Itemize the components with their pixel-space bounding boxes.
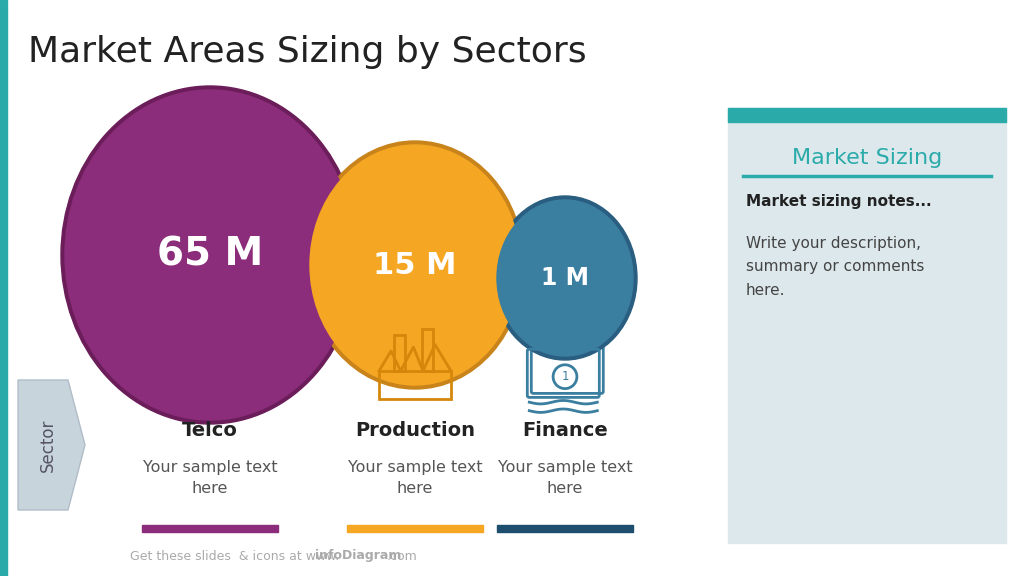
Text: Get these slides  & icons at www.: Get these slides & icons at www. bbox=[130, 550, 339, 563]
Text: Your sample text
here: Your sample text here bbox=[348, 460, 482, 496]
Text: Write your description,
summary or comments
here.: Write your description, summary or comme… bbox=[746, 236, 925, 298]
Text: Finance: Finance bbox=[522, 420, 608, 439]
Text: Production: Production bbox=[355, 420, 475, 439]
Bar bbox=[728, 108, 1006, 122]
Circle shape bbox=[207, 392, 213, 399]
Circle shape bbox=[219, 392, 225, 399]
Ellipse shape bbox=[65, 90, 355, 420]
Text: Your sample text
here: Your sample text here bbox=[142, 460, 278, 496]
Ellipse shape bbox=[310, 145, 520, 385]
Circle shape bbox=[207, 372, 213, 378]
Bar bbox=[497, 525, 633, 532]
Circle shape bbox=[219, 372, 225, 378]
Circle shape bbox=[196, 392, 201, 399]
Text: Market Areas Sizing by Sectors: Market Areas Sizing by Sectors bbox=[28, 35, 587, 69]
Text: Sector: Sector bbox=[39, 418, 57, 472]
Text: 65 M: 65 M bbox=[157, 236, 263, 274]
Text: 1: 1 bbox=[561, 370, 568, 383]
Circle shape bbox=[219, 382, 225, 388]
Text: Telco: Telco bbox=[182, 420, 238, 439]
Bar bbox=[347, 525, 483, 532]
Ellipse shape bbox=[61, 86, 359, 424]
Text: 15 M: 15 M bbox=[374, 251, 457, 279]
Text: Market sizing notes...: Market sizing notes... bbox=[746, 194, 932, 209]
Text: Market Sizing: Market Sizing bbox=[792, 148, 942, 168]
Text: .com: .com bbox=[387, 550, 418, 563]
Circle shape bbox=[196, 372, 201, 378]
Bar bbox=[394, 335, 404, 371]
Text: Your sample text
here: Your sample text here bbox=[498, 460, 632, 496]
Bar bbox=[198, 350, 230, 366]
Ellipse shape bbox=[306, 141, 524, 389]
Bar bbox=[422, 329, 432, 371]
Bar bbox=[142, 525, 278, 532]
Circle shape bbox=[207, 382, 213, 388]
Ellipse shape bbox=[497, 200, 633, 356]
Circle shape bbox=[196, 382, 201, 388]
Text: infoDiagram: infoDiagram bbox=[315, 550, 401, 563]
Bar bbox=[0, 0, 7, 576]
Bar bbox=[728, 108, 1006, 543]
Polygon shape bbox=[18, 380, 85, 510]
Text: 1 M: 1 M bbox=[541, 266, 589, 290]
Ellipse shape bbox=[493, 196, 637, 360]
